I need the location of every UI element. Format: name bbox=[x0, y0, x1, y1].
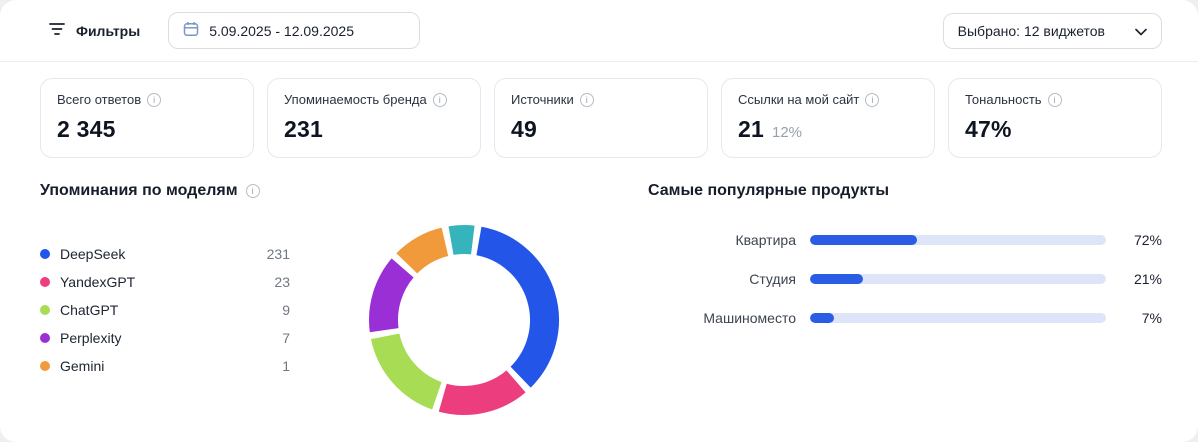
legend-label: YandexGPT bbox=[60, 274, 136, 290]
legend-value: 231 bbox=[266, 246, 290, 262]
chevron-down-icon bbox=[1135, 23, 1147, 39]
filter-icon bbox=[48, 22, 66, 39]
stat-card-brand-mentions: Упоминаемость бренда i 231 bbox=[267, 78, 481, 158]
mentions-donut-chart bbox=[367, 223, 561, 417]
product-bar-fill bbox=[810, 235, 917, 245]
legend-color-dot bbox=[40, 305, 50, 315]
product-label: Машиноместо bbox=[703, 310, 796, 326]
product-bar-track bbox=[810, 313, 1106, 323]
legend-label: ChatGPT bbox=[60, 302, 119, 318]
product-label: Студия bbox=[749, 271, 796, 287]
legend-label: Gemini bbox=[60, 358, 105, 374]
stat-label: Источники bbox=[511, 92, 574, 107]
topbar: Фильтры 5.09.2025 - 12.09.2025 Выбрано: … bbox=[0, 0, 1198, 62]
legend-value: 23 bbox=[274, 274, 290, 290]
legend-color-dot bbox=[40, 333, 50, 343]
legend-item-gemini: Gemini 1 bbox=[40, 352, 290, 380]
product-percent: 7% bbox=[1141, 310, 1162, 326]
stat-card-sources: Источники i 49 bbox=[494, 78, 708, 158]
legend-label: DeepSeek bbox=[60, 246, 126, 262]
donut-chart-wrap bbox=[364, 220, 564, 425]
stat-label: Ссылки на мой сайт bbox=[738, 92, 860, 107]
stats-row: Всего ответов i 2 345 Упоминаемость брен… bbox=[0, 62, 1198, 158]
stat-value: 49 bbox=[511, 116, 537, 142]
info-icon[interactable]: i bbox=[865, 92, 880, 107]
stat-card-total-answers: Всего ответов i 2 345 bbox=[40, 78, 254, 158]
stat-value: 47% bbox=[965, 116, 1012, 142]
legend-item-yandexgpt: YandexGPT 23 bbox=[40, 268, 290, 296]
product-bar-track bbox=[810, 274, 1106, 284]
stat-card-tonality: Тональность i 47% bbox=[948, 78, 1162, 158]
calendar-icon bbox=[183, 21, 199, 40]
widgets-dropdown[interactable]: Выбрано: 12 виджетов bbox=[942, 12, 1162, 49]
product-bar-fill bbox=[810, 313, 834, 323]
legend-item-chatgpt: ChatGPT 9 bbox=[40, 296, 290, 324]
product-label: Квартира bbox=[735, 232, 796, 248]
product-bar-track bbox=[810, 235, 1106, 245]
legend-item-deepseek: DeepSeek 231 bbox=[40, 240, 290, 268]
mentions-legend: DeepSeek 231 YandexGPT 23 ChatGPT 9 bbox=[40, 240, 290, 425]
legend-value: 1 bbox=[282, 358, 290, 374]
mentions-section-title: Упоминания по моделям bbox=[40, 182, 238, 199]
legend-label: Perplexity bbox=[60, 330, 122, 346]
stat-label: Упоминаемость бренда bbox=[284, 92, 427, 107]
stat-value: 21 bbox=[738, 116, 764, 142]
legend-color-dot bbox=[40, 249, 50, 259]
stat-card-site-links: Ссылки на мой сайт i 21 12% bbox=[721, 78, 935, 158]
product-row-kvartira: Квартира 72% bbox=[648, 232, 1162, 248]
product-row-mashinomesto: Машиноместо 7% bbox=[648, 310, 1162, 326]
legend-value: 7 bbox=[282, 330, 290, 346]
legend-value: 9 bbox=[282, 302, 290, 318]
mentions-by-model-section: Упоминания по моделям i DeepSeek 231 Yan… bbox=[40, 182, 615, 425]
legend-item-perplexity: Perplexity 7 bbox=[40, 324, 290, 352]
legend-color-dot bbox=[40, 277, 50, 287]
info-icon[interactable]: i bbox=[245, 184, 260, 198]
product-bar-fill bbox=[810, 274, 864, 284]
info-icon[interactable]: i bbox=[432, 92, 447, 107]
stat-label: Всего ответов bbox=[57, 92, 142, 107]
stat-value: 2 345 bbox=[57, 116, 116, 142]
stat-label: Тональность bbox=[965, 92, 1042, 107]
date-range-value: 5.09.2025 - 12.09.2025 bbox=[209, 22, 354, 39]
stat-subvalue: 12% bbox=[771, 124, 803, 141]
product-percent: 72% bbox=[1133, 232, 1162, 248]
product-rows: Квартира 72% Студия 21% Машиноместо 7% bbox=[648, 232, 1162, 326]
product-percent: 21% bbox=[1133, 271, 1162, 287]
popular-products-section: Самые популярные продукты Квартира 72% С… bbox=[615, 182, 1162, 425]
stat-value: 231 bbox=[284, 116, 323, 142]
content: Упоминания по моделям i DeepSeek 231 Yan… bbox=[0, 158, 1198, 425]
products-section-title: Самые популярные продукты bbox=[648, 182, 889, 199]
filters-button[interactable]: Фильтры bbox=[48, 22, 140, 39]
date-range-picker[interactable]: 5.09.2025 - 12.09.2025 bbox=[168, 12, 421, 49]
widgets-dropdown-value: Выбрано: 12 виджетов bbox=[957, 22, 1105, 39]
legend-color-dot bbox=[40, 361, 50, 371]
info-icon[interactable]: i bbox=[579, 92, 594, 107]
filters-label: Фильтры bbox=[76, 22, 141, 39]
product-row-studiya: Студия 21% bbox=[648, 271, 1162, 287]
info-icon[interactable]: i bbox=[147, 92, 162, 107]
info-icon[interactable]: i bbox=[1047, 92, 1062, 107]
